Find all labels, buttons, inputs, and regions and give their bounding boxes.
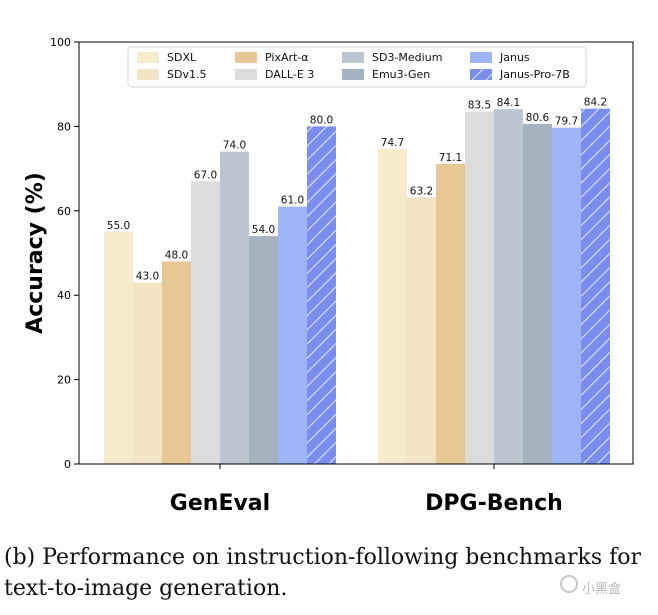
bar-value-label: 71.1	[439, 152, 462, 164]
legend-swatch	[137, 52, 159, 63]
legend-label: DALL-E 3	[265, 68, 314, 81]
y-tick-label: 40	[57, 289, 71, 302]
bar-value-label: 80.0	[310, 114, 333, 126]
bar-value-label: 83.5	[468, 100, 491, 112]
bar-value-label: 63.2	[410, 185, 433, 197]
bar-chart: 55.0 74.7 43.0 63.2 48.0 71.1 67.0 83.5 74.0 84.1…	[23, 36, 634, 516]
bar-value-label: 54.0	[252, 224, 275, 236]
bar-hatch-DPG-Bench	[581, 108, 610, 465]
figure-caption: (b) Performance on instruction-following…	[4, 542, 656, 604]
bar-value-label: 74.0	[223, 140, 246, 152]
legend-label: Emu3-Gen	[372, 68, 430, 81]
bar-SDXL-GenEval	[104, 231, 133, 464]
bar-value-label: 67.0	[194, 169, 217, 181]
bar-value-label: 43.0	[136, 271, 159, 283]
legend-label: PixArt-α	[265, 51, 309, 64]
bar-Janus-DPG-Bench	[552, 127, 581, 464]
bar-SDv1.5-DPG-Bench	[407, 197, 436, 464]
y-axis-label: Accuracy (%)	[23, 172, 48, 334]
legend-label: SDv1.5	[167, 68, 206, 81]
bar-SDv1.5-GenEval	[133, 282, 162, 464]
bar-SD3-Medium-DPG-Bench	[494, 109, 523, 465]
bar-DALL-E 3-GenEval	[191, 181, 220, 464]
bar-value-label: 84.1	[497, 97, 520, 109]
legend-swatch	[235, 69, 257, 80]
legend-label: SDXL	[167, 51, 197, 64]
bar-value-label: 48.0	[165, 249, 188, 261]
y-tick-label: 80	[57, 120, 71, 133]
bar-value-label: 74.7	[381, 137, 404, 149]
bar-PixArt-α-GenEval	[162, 261, 191, 464]
watermark-text: 小黑盒	[582, 582, 622, 597]
caption-line-2: text-to-image generation.	[4, 576, 288, 601]
legend-swatch-hatch	[470, 69, 492, 80]
watermark-logo-icon	[560, 575, 578, 593]
caption-line-1: (b) Performance on instruction-following…	[4, 545, 642, 570]
y-tick-label: 0	[64, 458, 71, 471]
y-tick-label: 100	[50, 36, 71, 49]
legend-label: SD3-Medium	[372, 51, 442, 64]
legend-label: Janus	[499, 51, 530, 64]
bar-Janus-GenEval	[278, 206, 307, 464]
bar-SD3-Medium-GenEval	[220, 151, 249, 464]
y-tick-label: 60	[57, 205, 71, 218]
bar-Emu3-Gen-GenEval	[249, 236, 278, 464]
bar-value-label: 80.6	[526, 112, 550, 124]
legend-swatch	[342, 52, 364, 63]
legend-swatch	[470, 52, 492, 63]
bar-PixArt-α-DPG-Bench	[436, 163, 465, 464]
bar-SDXL-DPG-Bench	[378, 148, 407, 465]
x-category-label: DPG-Bench	[425, 491, 563, 516]
bar-value-label: 79.7	[555, 116, 578, 128]
x-category-label: GenEval	[170, 491, 270, 516]
legend-swatch	[342, 69, 364, 80]
plot-frame	[78, 41, 634, 465]
legend-label: Janus-Pro-7B	[499, 68, 570, 81]
legend-swatch	[235, 52, 257, 63]
bar-DALL-E 3-DPG-Bench	[465, 111, 494, 464]
bar-value-label: 55.0	[107, 220, 130, 232]
y-tick-label: 20	[57, 374, 71, 387]
bar-value-label: 84.2	[584, 97, 607, 109]
legend-swatch	[137, 69, 159, 80]
bar-hatch-GenEval	[307, 126, 336, 465]
bar-Emu3-Gen-DPG-Bench	[523, 123, 552, 465]
bar-value-label: 61.0	[281, 195, 304, 207]
